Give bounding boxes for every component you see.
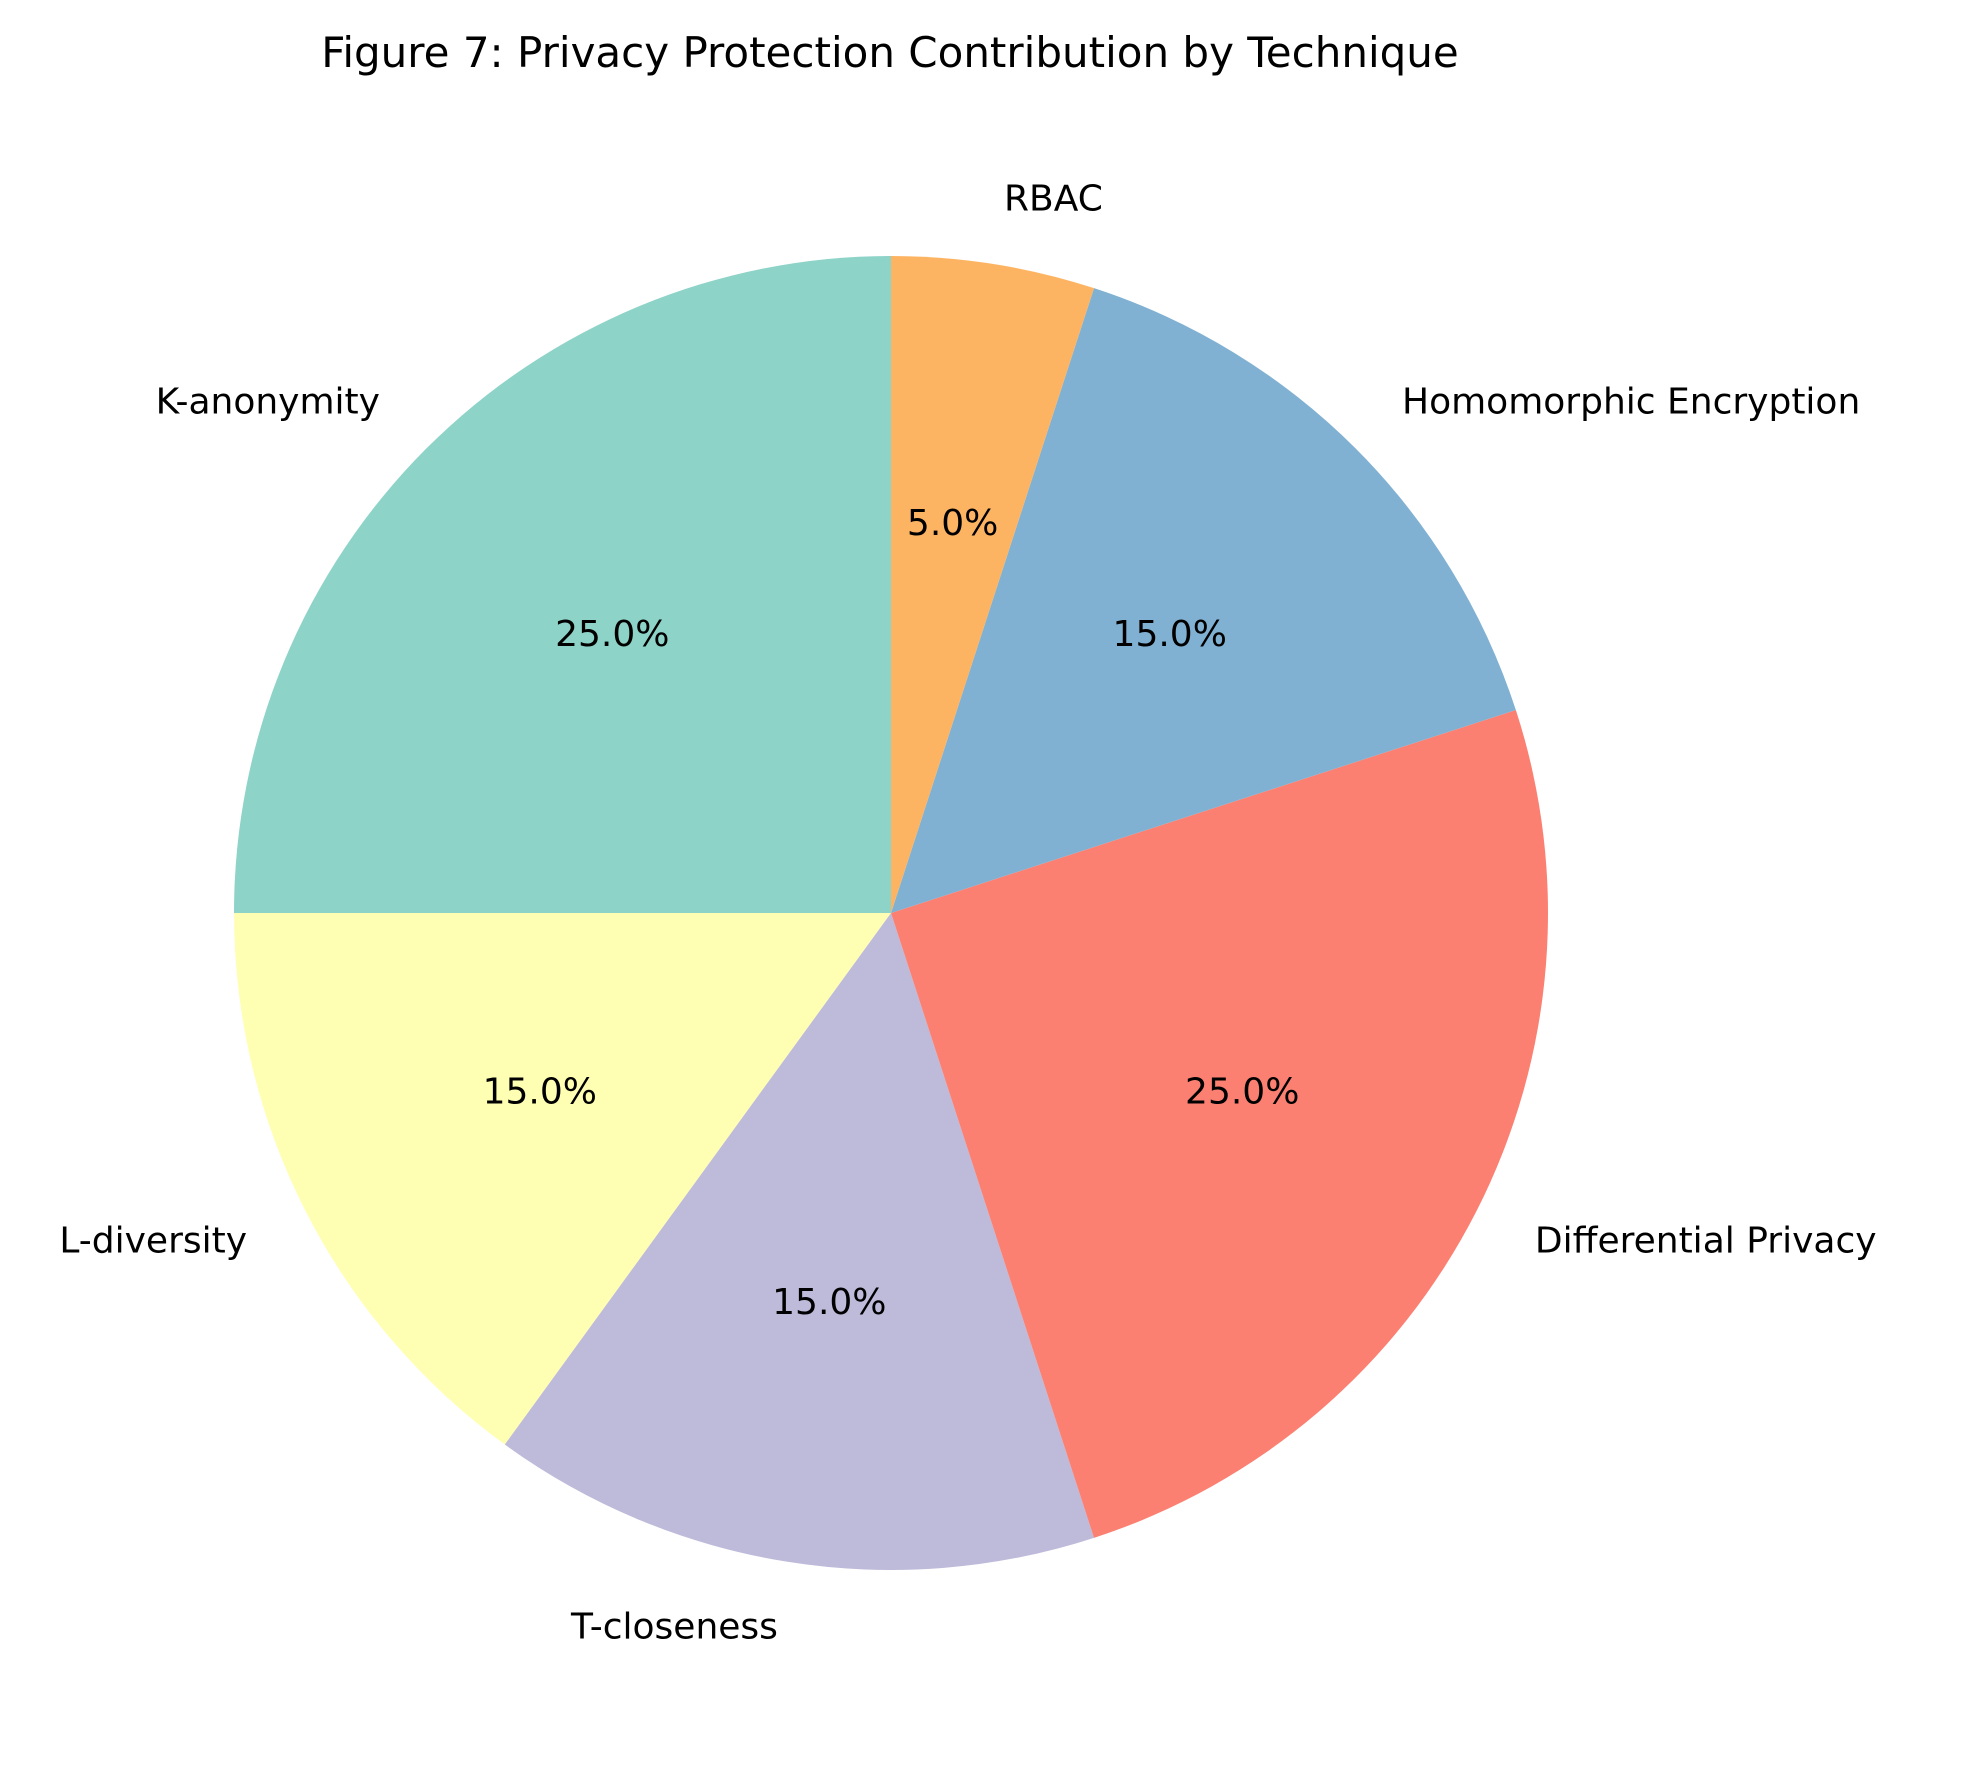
- chart-title: Figure 7: Privacy Protection Contributio…: [321, 28, 1459, 77]
- pie-slice-homomorphic-encryption: [891, 288, 1516, 913]
- percentage-labels: 25.0% 15.0% 15.0% 25.0% 15.0% 5.0%: [483, 503, 1300, 1323]
- pie-slice-rbac: [891, 256, 1095, 913]
- pct-label-k-anonymity: 25.0%: [555, 614, 669, 655]
- pie-slice-l-diversity: [234, 913, 891, 1445]
- slice-label-l-diversity: L-diversity: [59, 1221, 247, 1262]
- pct-label-homomorphic-encryption: 15.0%: [1113, 614, 1227, 655]
- slice-label-differential-privacy: Differential Privacy: [1535, 1221, 1877, 1262]
- pie-slice-differential-privacy: [891, 709, 1548, 1538]
- pie-slice-t-closeness: [504, 913, 1095, 1570]
- pct-label-l-diversity: 15.0%: [483, 1071, 597, 1112]
- pct-label-rbac: 5.0%: [907, 503, 998, 544]
- pct-label-differential-privacy: 25.0%: [1185, 1071, 1299, 1112]
- slice-label-rbac: RBAC: [1004, 179, 1103, 220]
- pie-slices: [234, 256, 1548, 1570]
- slice-label-k-anonymity: K-anonymity: [156, 381, 380, 422]
- pie-slice-k-anonymity: [234, 256, 891, 913]
- pct-label-t-closeness: 15.0%: [772, 1282, 886, 1323]
- category-labels: K-anonymity L-diversity T-closeness Differe…: [59, 179, 1876, 1648]
- slice-label-t-closeness: T-closeness: [570, 1606, 778, 1647]
- slice-label-homomorphic-encryption: Homomorphic Encryption: [1402, 381, 1860, 422]
